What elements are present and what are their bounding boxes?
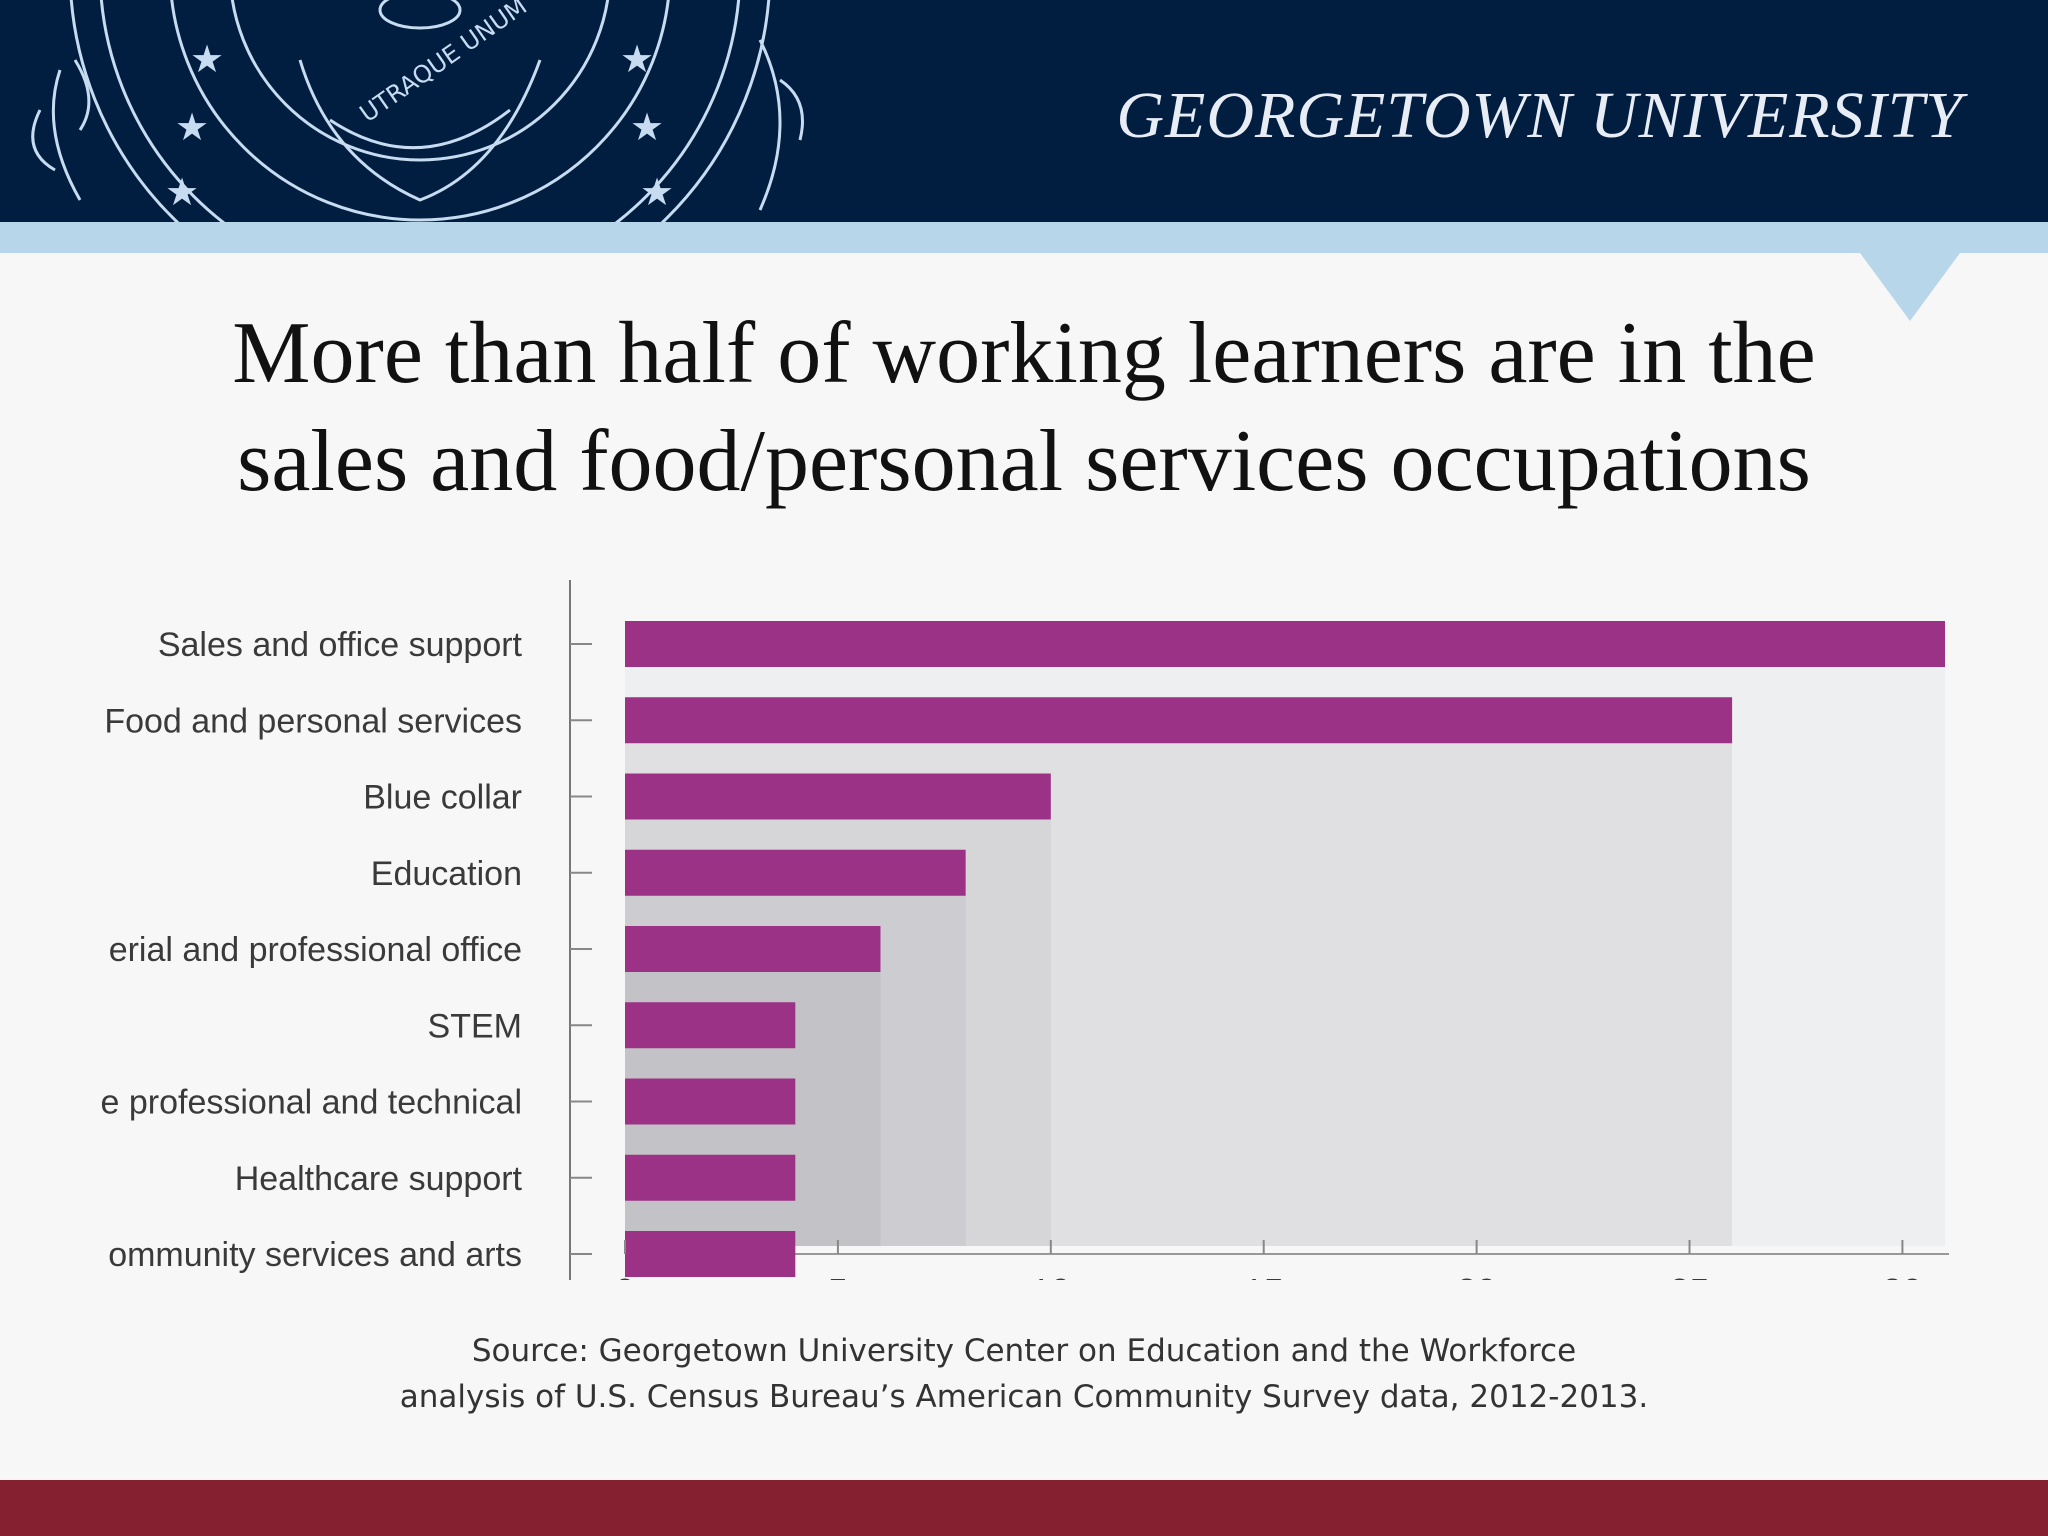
svg-text:★: ★: [165, 170, 199, 214]
seal-motto-text: UTRAQUE UNUM: [355, 0, 532, 128]
y-tick-label: Sales and office support: [158, 626, 523, 664]
bar-0: [625, 621, 1945, 667]
bar-7: [625, 1154, 796, 1201]
slide-title-line-1: More than half of working learners are i…: [232, 305, 1816, 402]
svg-text:★: ★: [175, 105, 209, 149]
x-tick-label: 15: [1244, 1271, 1284, 1280]
y-tick-label: Food and personal services: [104, 702, 522, 740]
slide-title-line-2: sales and food/personal services occupat…: [237, 413, 1811, 510]
svg-text:★: ★: [640, 170, 674, 214]
header-banner: ★ ★ ★ ★ ★ ★ UTRAQUE UNUM GEORGETOWN UNIV…: [0, 0, 2048, 222]
bar-2: [625, 773, 1051, 820]
bar-5: [625, 1002, 796, 1049]
y-tick-label: Healthcare support: [235, 1160, 523, 1198]
slide-title: More than half of working learners are i…: [0, 300, 2048, 516]
bar-3: [625, 849, 966, 896]
x-tick-label: 25: [1669, 1271, 1709, 1280]
bar-chart: Sales and office support Food and persona…: [0, 560, 1949, 1280]
bar-1: [625, 697, 1733, 744]
svg-text:★: ★: [190, 37, 224, 81]
source-line-2: analysis of U.S. Census Bureau’s America…: [399, 1379, 1649, 1415]
y-tick-label: erial and professional office: [109, 931, 522, 969]
y-tick-label: e professional and technical: [101, 1084, 523, 1122]
label-clip-mask: [0, 560, 100, 1280]
bar-4: [625, 926, 881, 972]
x-tick-label: 5: [828, 1271, 848, 1280]
footer-bar: [0, 1480, 2048, 1536]
source-line-1: Source: Georgetown University Center on …: [471, 1333, 1577, 1369]
y-tick-label: Blue collar: [363, 779, 522, 817]
bar-6: [625, 1078, 796, 1125]
y-tick-label: STEM: [428, 1007, 522, 1045]
x-tick-label: 0: [615, 1271, 635, 1280]
x-tick-label: 20: [1457, 1271, 1497, 1280]
source-note: Source: Georgetown University Center on …: [0, 1328, 2048, 1420]
band-notch-triangle: [1860, 253, 1960, 321]
bar-8: [625, 1231, 796, 1277]
x-tick-label: 10: [1031, 1271, 1071, 1280]
x-tick-label: 30: [1882, 1271, 1922, 1280]
y-tick-label: Education: [371, 855, 522, 893]
svg-text:★: ★: [620, 37, 654, 81]
university-seal-logo: ★ ★ ★ ★ ★ ★ UTRAQUE UNUM: [31, 0, 804, 222]
svg-text:★: ★: [630, 105, 664, 149]
university-name: GEORGETOWN UNIVERSITY: [1116, 79, 1963, 152]
header-accent-band: [0, 222, 2048, 253]
y-tick-label: ommunity services and arts: [108, 1236, 522, 1274]
